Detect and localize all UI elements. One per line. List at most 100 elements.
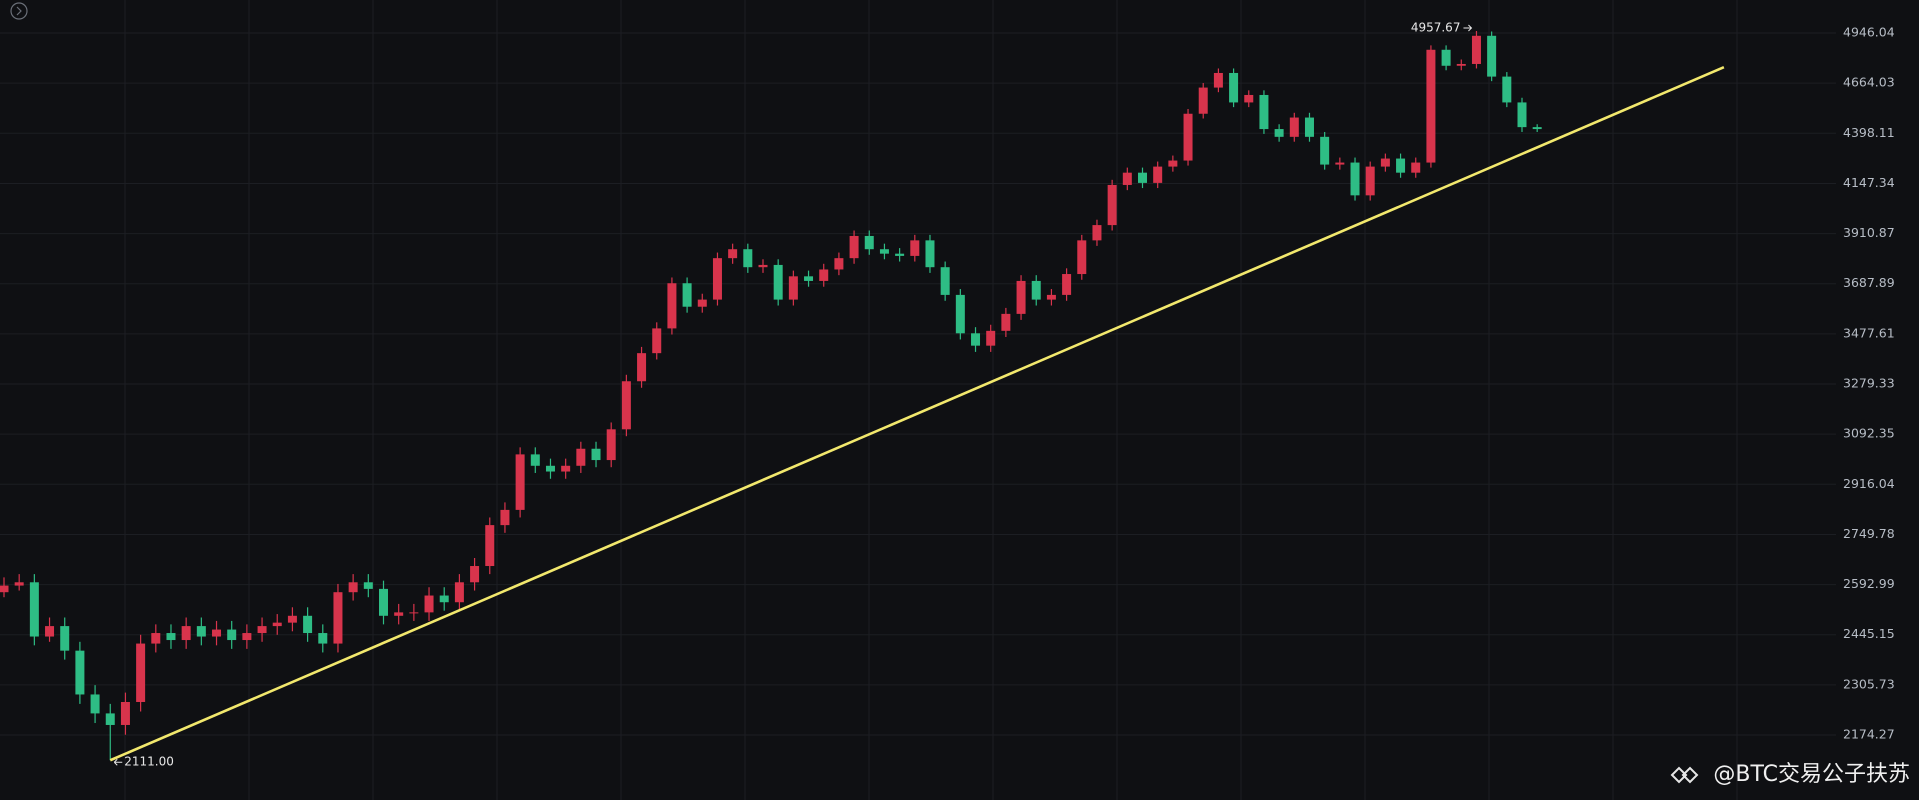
candle-body [986,330,996,346]
y-tick-label: 4664.03 [1843,75,1895,90]
candle-body [637,353,647,382]
candle-body [910,240,920,256]
watermark: @BTC交易公子扶苏 [1670,762,1910,787]
candle-body [819,269,829,281]
candle-body [333,592,343,644]
candle-body [227,629,237,641]
candle-body [1304,117,1314,137]
y-tick-label: 3477.61 [1843,325,1895,340]
candle-body [439,595,449,603]
candle-body [1229,72,1239,103]
candle-body [409,612,419,614]
candle-body [545,465,555,472]
candle-body [971,333,981,346]
y-tick-label: 3910.87 [1843,225,1895,240]
candle-body [257,626,267,634]
candle-body [621,381,631,430]
candle-body [1274,129,1284,137]
candle-body [1365,166,1375,196]
candle-body [1213,72,1223,88]
candle-body [1380,158,1390,167]
candle-body [151,633,161,644]
candle-body [879,249,889,254]
candle-body [1198,87,1208,114]
candle-body [1289,117,1299,137]
watermark-logo [1670,766,1699,784]
candle-body [105,713,115,725]
candle-body [348,582,358,593]
candle-body [500,509,510,526]
candle-body [697,299,707,307]
annotation-arrow [1463,24,1473,32]
candle-body [363,582,373,589]
candle-body [318,633,328,644]
candle-body [29,582,39,637]
candle-body [1046,294,1056,300]
candle-body [1426,49,1436,163]
y-tick-label: 4398.11 [1843,125,1895,140]
candle-body [1138,172,1147,183]
candle-body [728,249,738,259]
candle-body [773,264,783,300]
candle-body [1517,102,1527,128]
candle-body [1320,136,1330,165]
candle-body [652,328,662,354]
candle-body [1244,94,1254,103]
candle-body [394,612,404,616]
candle-body [515,454,525,510]
candle-body [242,633,252,641]
candle-body [14,582,24,586]
trend-line [109,66,1725,762]
y-tick-label: 4946.04 [1843,25,1895,40]
candle-body [0,585,9,593]
candle-body [1031,280,1041,300]
candle-body [470,566,480,583]
candle-body [424,595,434,613]
candle-body [1016,280,1026,314]
candle-body [485,525,495,567]
menu-icon[interactable] [10,2,28,20]
candle-body [1396,158,1406,173]
candle-body [454,582,464,603]
candle-body [591,448,601,461]
y-tick-label: 3279.33 [1843,376,1895,391]
candle-body [1001,313,1011,331]
annotation-label: 2111.00 [124,755,174,769]
menu-icon-arrow [16,6,22,16]
candle-body [1168,160,1178,167]
candle-body [1259,94,1269,130]
y-tick-label: 4147.34 [1843,175,1895,190]
y-tick-label: 2592.99 [1843,576,1895,591]
y-tick-label: 2749.78 [1843,526,1895,541]
candle-body [1107,184,1117,226]
annotation-label: 4957.67 [1411,21,1461,35]
y-tick-label: 2305.73 [1843,676,1895,691]
candle-body [530,454,540,466]
y-tick-label: 3687.89 [1843,275,1895,290]
y-tick-label: 2174.27 [1843,727,1895,742]
candle-body [834,258,844,270]
y-tick-label: 3092.35 [1843,426,1895,441]
candle-body [849,235,859,259]
candle-body [895,253,905,256]
candle-body [60,626,70,651]
candle-body [1062,274,1072,295]
candle-body [272,622,282,627]
candle-body [1183,113,1193,161]
candle-body [181,626,191,641]
candle-body [606,429,616,461]
candle-body [1441,49,1451,66]
candle-body [788,276,798,300]
candle-body [576,448,586,466]
candle-body [1456,63,1466,66]
candle-body [75,650,85,695]
candle-body [804,276,814,281]
candle-body [45,626,55,637]
candle-body [287,615,297,623]
candle-body [1487,35,1497,77]
candle-body [1350,162,1360,196]
candle-body [743,249,753,268]
candle-body [1471,35,1481,64]
